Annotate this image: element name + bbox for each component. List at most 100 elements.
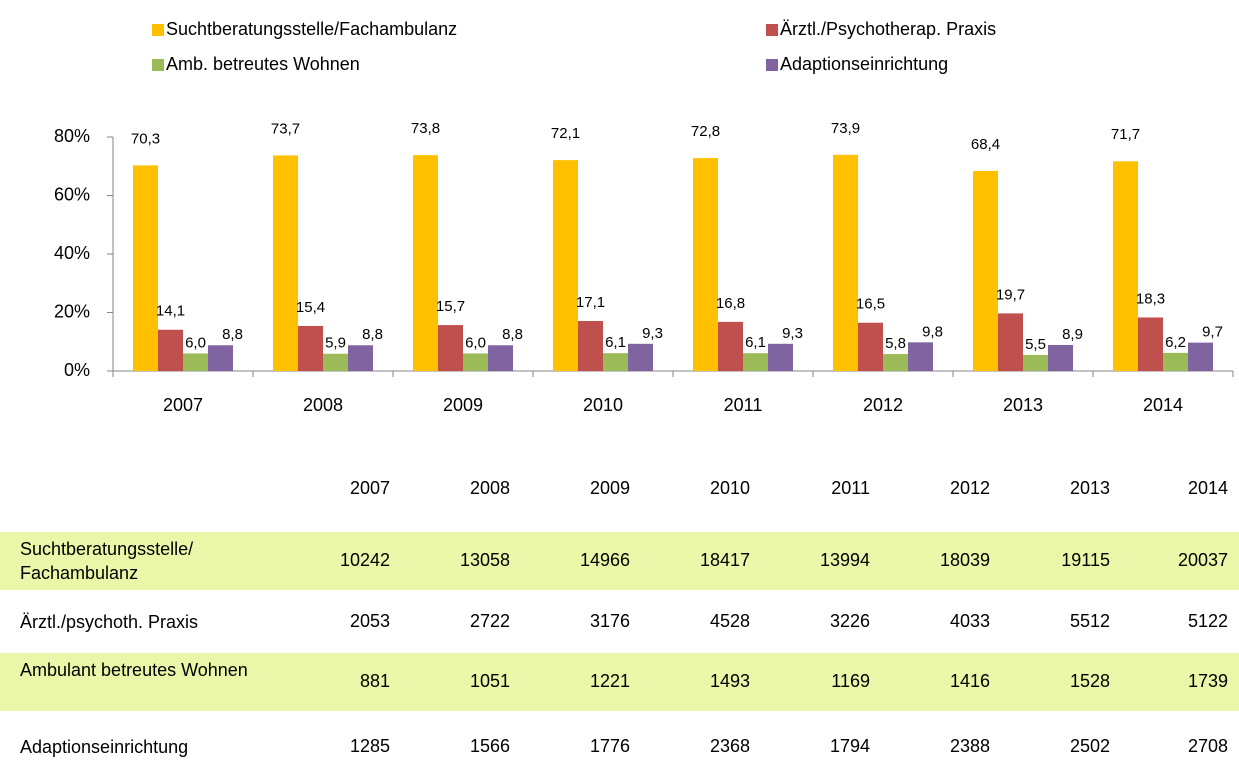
cell: 18417 <box>699 550 750 570</box>
bar <box>973 170 998 371</box>
table-row: Adaptionseinrichtung 1285 1566 1776 2368 1794… <box>0 730 1239 764</box>
y-tick-label: 80% <box>54 126 90 146</box>
bar <box>718 321 743 371</box>
legend-swatch <box>766 59 778 71</box>
y-tick-label: 0% <box>64 360 90 380</box>
bar <box>833 154 858 371</box>
cell: 2388 <box>949 736 990 756</box>
data-label: 19,7 <box>996 286 1025 303</box>
cell: 1739 <box>1187 671 1228 691</box>
cell: 2053 <box>349 611 390 631</box>
cell: 1221 <box>589 671 630 691</box>
bar <box>208 345 233 371</box>
cell: 1051 <box>469 671 510 691</box>
bar <box>1138 317 1163 371</box>
bar <box>1048 344 1073 371</box>
bar <box>858 322 883 371</box>
cell: 14966 <box>579 550 630 570</box>
bar <box>463 353 488 371</box>
data-label: 6,2 <box>1165 334 1186 351</box>
header-cell: 2011 <box>831 478 870 498</box>
data-label: 15,7 <box>436 298 465 315</box>
bar <box>488 345 513 371</box>
legend-label: Adaptionseinrichtung <box>780 54 948 74</box>
bar <box>183 353 208 371</box>
bar <box>133 165 158 371</box>
row-label: Ambulant betreutes Wohnen <box>20 660 248 680</box>
cell: 2708 <box>1187 736 1228 756</box>
data-label: 6,0 <box>465 334 486 351</box>
bar <box>158 329 183 371</box>
data-label: 16,5 <box>856 296 885 313</box>
bar <box>628 343 653 371</box>
y-tick-label: 20% <box>54 301 90 321</box>
cell: 2722 <box>469 611 510 631</box>
cell: 4528 <box>709 611 750 631</box>
cell: 18039 <box>939 550 990 570</box>
bar <box>298 325 323 371</box>
legend-label: Ärztl./Psychotherap. Praxis <box>780 19 996 39</box>
cell: 2502 <box>1069 736 1110 756</box>
data-label: 6,1 <box>605 334 626 351</box>
legend-swatch <box>152 59 164 71</box>
data-label: 15,4 <box>296 299 325 316</box>
chart: Suchtberatungsstelle/Fachambulanz Ärztl./… <box>54 19 1234 415</box>
header-cell: 2010 <box>709 478 750 498</box>
cell: 1285 <box>349 736 390 756</box>
bar <box>413 155 438 371</box>
data-label: 14,1 <box>156 303 185 320</box>
cell: 2368 <box>709 736 750 756</box>
data-label: 9,3 <box>782 325 803 342</box>
header-cell: 2009 <box>589 478 630 498</box>
header-cell: 2007 <box>349 478 390 498</box>
row-label: Suchtberatungsstelle/ Fachambulanz <box>20 539 194 583</box>
table-row: Ärztl./psychoth. Praxis 2053 2722 3176 4528 3… <box>0 605 1239 639</box>
bar <box>578 320 603 371</box>
cell: 3176 <box>589 611 630 631</box>
data-label: 8,9 <box>1062 326 1083 343</box>
x-tick-label: 2009 <box>443 395 483 415</box>
cell: 5512 <box>1069 611 1110 631</box>
data-label: 8,8 <box>222 326 243 343</box>
bar <box>1163 352 1188 371</box>
bar <box>908 342 933 371</box>
x-tick-label: 2008 <box>303 395 343 415</box>
header-cell: 2012 <box>949 478 990 498</box>
bar <box>348 345 373 371</box>
cell: 1566 <box>469 736 510 756</box>
cell: 19115 <box>1061 550 1110 570</box>
legend-swatch <box>152 24 164 36</box>
bar <box>603 353 628 371</box>
bar <box>998 313 1023 371</box>
bar <box>553 160 578 371</box>
bar <box>693 158 718 371</box>
data-label: 70,3 <box>131 130 160 147</box>
data-label: 9,7 <box>1202 324 1223 341</box>
data-label: 73,7 <box>271 120 300 137</box>
bar <box>1023 354 1048 371</box>
header-cell: 2014 <box>1187 478 1228 498</box>
cell: 20037 <box>1177 550 1228 570</box>
data-label: 5,9 <box>325 335 346 352</box>
cell: 13994 <box>819 550 870 570</box>
table-row: Suchtberatungsstelle/ Fachambulanz 10242 1… <box>0 532 1239 590</box>
table-row: Ambulant betreutes Wohnen 881 1051 1221 1493… <box>0 653 1239 711</box>
data-label: 5,8 <box>885 335 906 352</box>
cell: 1169 <box>831 671 870 691</box>
data-label: 68,4 <box>971 136 1000 153</box>
legend-label: Amb. betreutes Wohnen <box>166 54 360 74</box>
data-label: 72,1 <box>551 125 580 142</box>
data-label: 17,1 <box>576 294 605 311</box>
header-cell: 2013 <box>1069 478 1110 498</box>
cell: 1776 <box>589 736 630 756</box>
cell: 10242 <box>339 550 390 570</box>
legend-swatch <box>766 24 778 36</box>
bar <box>743 353 768 371</box>
x-tick-label: 2010 <box>583 395 623 415</box>
cell: 13058 <box>459 550 510 570</box>
cell: 1528 <box>1069 671 1110 691</box>
data-label: 8,8 <box>362 326 383 343</box>
x-tick-label: 2014 <box>1143 395 1183 415</box>
cell: 881 <box>359 671 390 691</box>
